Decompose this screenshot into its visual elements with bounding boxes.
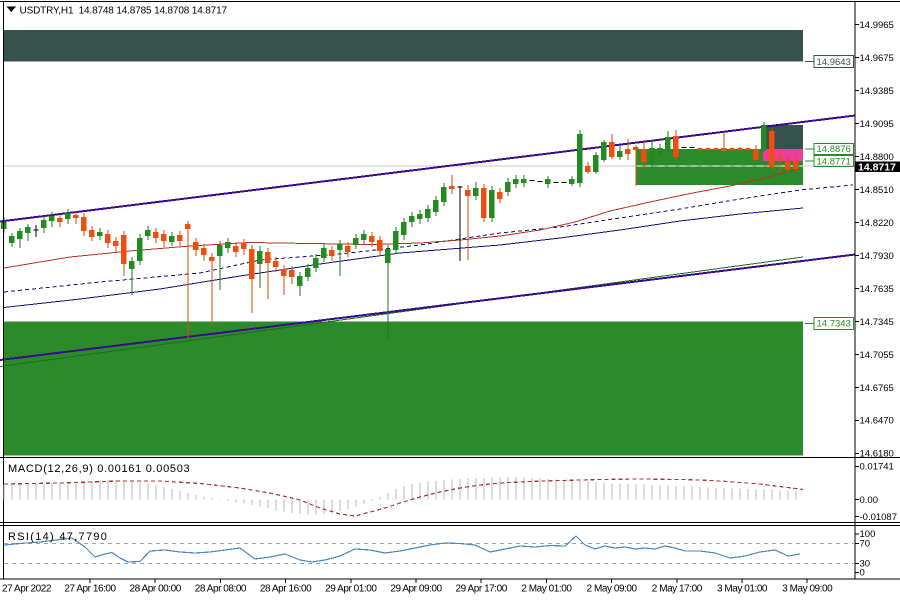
svg-text:3 May 09:00: 3 May 09:00 xyxy=(782,584,833,595)
svg-text:14.9643: 14.9643 xyxy=(817,57,851,68)
svg-text:30: 30 xyxy=(860,559,871,570)
svg-text:14.8800: 14.8800 xyxy=(860,152,894,163)
svg-text:14.7345: 14.7345 xyxy=(860,317,894,328)
svg-text:0.00: 0.00 xyxy=(860,495,879,506)
svg-text:-0.01087: -0.01087 xyxy=(860,512,898,523)
svg-text:14.9675: 14.9675 xyxy=(860,53,894,64)
svg-text:14.6470: 14.6470 xyxy=(860,416,894,427)
svg-text:USDTRY,H1 14.8748 14.8785 14.: USDTRY,H1 14.8748 14.8785 14.8708 14.871… xyxy=(20,6,228,17)
svg-text:28 Apr 16:00: 28 Apr 16:00 xyxy=(260,584,312,595)
svg-text:28 Apr 00:00: 28 Apr 00:00 xyxy=(130,584,182,595)
svg-text:14.8220: 14.8220 xyxy=(860,218,894,229)
svg-text:14.8510: 14.8510 xyxy=(860,185,894,196)
svg-text:29 Apr 09:00: 29 Apr 09:00 xyxy=(390,584,442,595)
svg-text:14.7930: 14.7930 xyxy=(860,251,894,262)
svg-text:14.8771: 14.8771 xyxy=(817,156,851,167)
svg-text:29 Apr 17:00: 29 Apr 17:00 xyxy=(456,584,508,595)
svg-text:0: 0 xyxy=(860,568,865,579)
svg-text:27 Apr 2022: 27 Apr 2022 xyxy=(2,584,52,595)
svg-text:14.7055: 14.7055 xyxy=(860,350,894,361)
svg-text:2 May 09:00: 2 May 09:00 xyxy=(587,584,638,595)
svg-text:14.9385: 14.9385 xyxy=(860,86,894,97)
svg-text:2 May 01:00: 2 May 01:00 xyxy=(521,584,572,595)
svg-text:14.8717: 14.8717 xyxy=(858,161,896,173)
svg-text:3 May 01:00: 3 May 01:00 xyxy=(717,584,768,595)
svg-text:14.9965: 14.9965 xyxy=(860,20,894,31)
svg-text:RSI(14) 47,7790: RSI(14) 47,7790 xyxy=(8,531,108,543)
svg-text:29 Apr 01:00: 29 Apr 01:00 xyxy=(325,584,377,595)
svg-text:0.01741: 0.01741 xyxy=(860,462,894,473)
svg-text:100: 100 xyxy=(860,529,876,540)
svg-text:14.7635: 14.7635 xyxy=(860,284,894,295)
svg-text:14.9095: 14.9095 xyxy=(860,119,894,130)
svg-text:70: 70 xyxy=(860,539,871,550)
svg-text:2 May 17:00: 2 May 17:00 xyxy=(652,584,703,595)
svg-text:27 Apr 16:00: 27 Apr 16:00 xyxy=(64,584,116,595)
svg-text:14.6765: 14.6765 xyxy=(860,383,894,394)
svg-text:28 Apr 08:00: 28 Apr 08:00 xyxy=(195,584,247,595)
svg-text:14.7343: 14.7343 xyxy=(817,319,851,330)
svg-text:14.8876: 14.8876 xyxy=(817,144,851,155)
svg-text:MACD(12,26,9) 0.00161 0.00503: MACD(12,26,9) 0.00161 0.00503 xyxy=(8,463,190,475)
svg-text:14.6180: 14.6180 xyxy=(860,449,894,460)
